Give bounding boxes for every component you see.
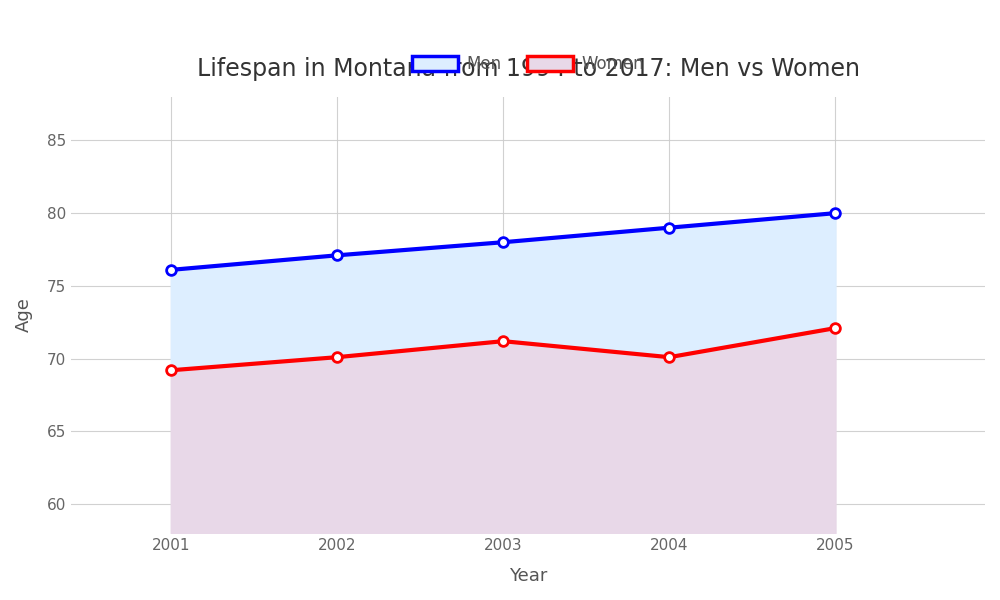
X-axis label: Year: Year bbox=[509, 567, 547, 585]
Legend: Men, Women: Men, Women bbox=[405, 49, 651, 80]
Title: Lifespan in Montana from 1994 to 2017: Men vs Women: Lifespan in Montana from 1994 to 2017: M… bbox=[197, 57, 860, 81]
Y-axis label: Age: Age bbox=[15, 298, 33, 332]
